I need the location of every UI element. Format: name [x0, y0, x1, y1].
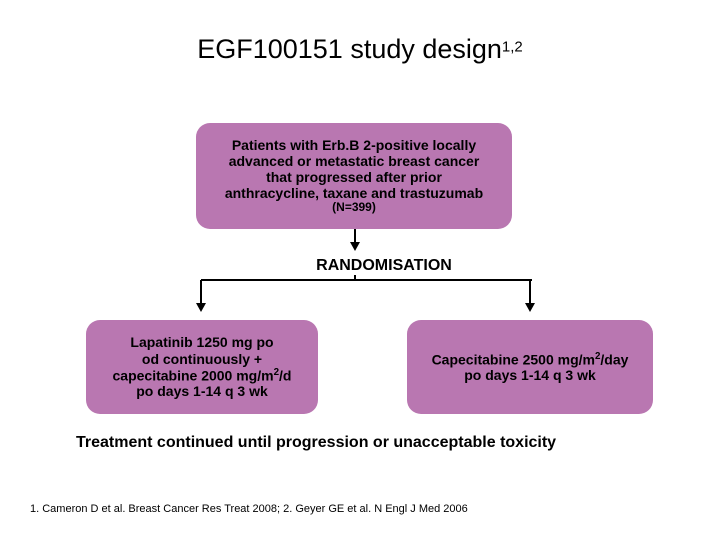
randomisation-label: RANDOMISATION: [284, 257, 484, 275]
arrow-to-right-arm-head: [525, 303, 535, 312]
arm-right-box: Capecitabine 2500 mg/m2/day po days 1-14…: [407, 320, 653, 414]
arrow-split-bar: [201, 279, 532, 281]
arrow-to-left-arm-head: [196, 303, 206, 312]
slide-title-text: EGF100151 study design: [197, 34, 502, 64]
arm-left-line3-post: /d: [279, 367, 291, 383]
arm-right-line1-pre: Capecitabine 2500 mg/m: [432, 351, 595, 367]
population-box: Patients with Erb.B 2-positive locally a…: [196, 123, 512, 229]
slide-root: EGF100151 study design1,2 Patients with …: [0, 0, 720, 540]
arm-left-line2: od continuously +: [142, 351, 262, 367]
population-line4: anthracycline, taxane and trastuzumab: [225, 185, 483, 201]
arm-left-line3: capecitabine 2000 mg/m2/d: [113, 367, 292, 384]
population-n: (N=399): [332, 201, 376, 215]
arm-left-line3-pre: capecitabine 2000 mg/m: [113, 367, 274, 383]
arrow-pop-to-rand: [354, 229, 356, 242]
arm-right-line1: Capecitabine 2500 mg/m2/day: [432, 351, 629, 368]
arm-left-line4: po days 1-14 q 3 wk: [136, 383, 268, 399]
arm-left-line1: Lapatinib 1250 mg po: [130, 334, 273, 350]
population-line3: that progressed after prior: [266, 169, 442, 185]
references: 1. Cameron D et al. Breast Cancer Res Tr…: [30, 503, 468, 515]
slide-title-superscript: 1,2: [502, 39, 523, 56]
population-line2: advanced or metastatic breast cancer: [229, 153, 480, 169]
population-line1: Patients with Erb.B 2-positive locally: [232, 137, 476, 153]
arrow-to-right-arm: [529, 280, 531, 303]
arrow-pop-to-rand-head: [350, 242, 360, 251]
arm-right-line1-post: /day: [600, 351, 628, 367]
arrow-to-left-arm: [200, 280, 202, 303]
arm-left-box: Lapatinib 1250 mg po od continuously + c…: [86, 320, 318, 414]
arm-right-line2: po days 1-14 q 3 wk: [464, 367, 596, 383]
footer-note: Treatment continued until progression or…: [76, 434, 556, 452]
slide-title: EGF100151 study design1,2: [0, 34, 720, 65]
